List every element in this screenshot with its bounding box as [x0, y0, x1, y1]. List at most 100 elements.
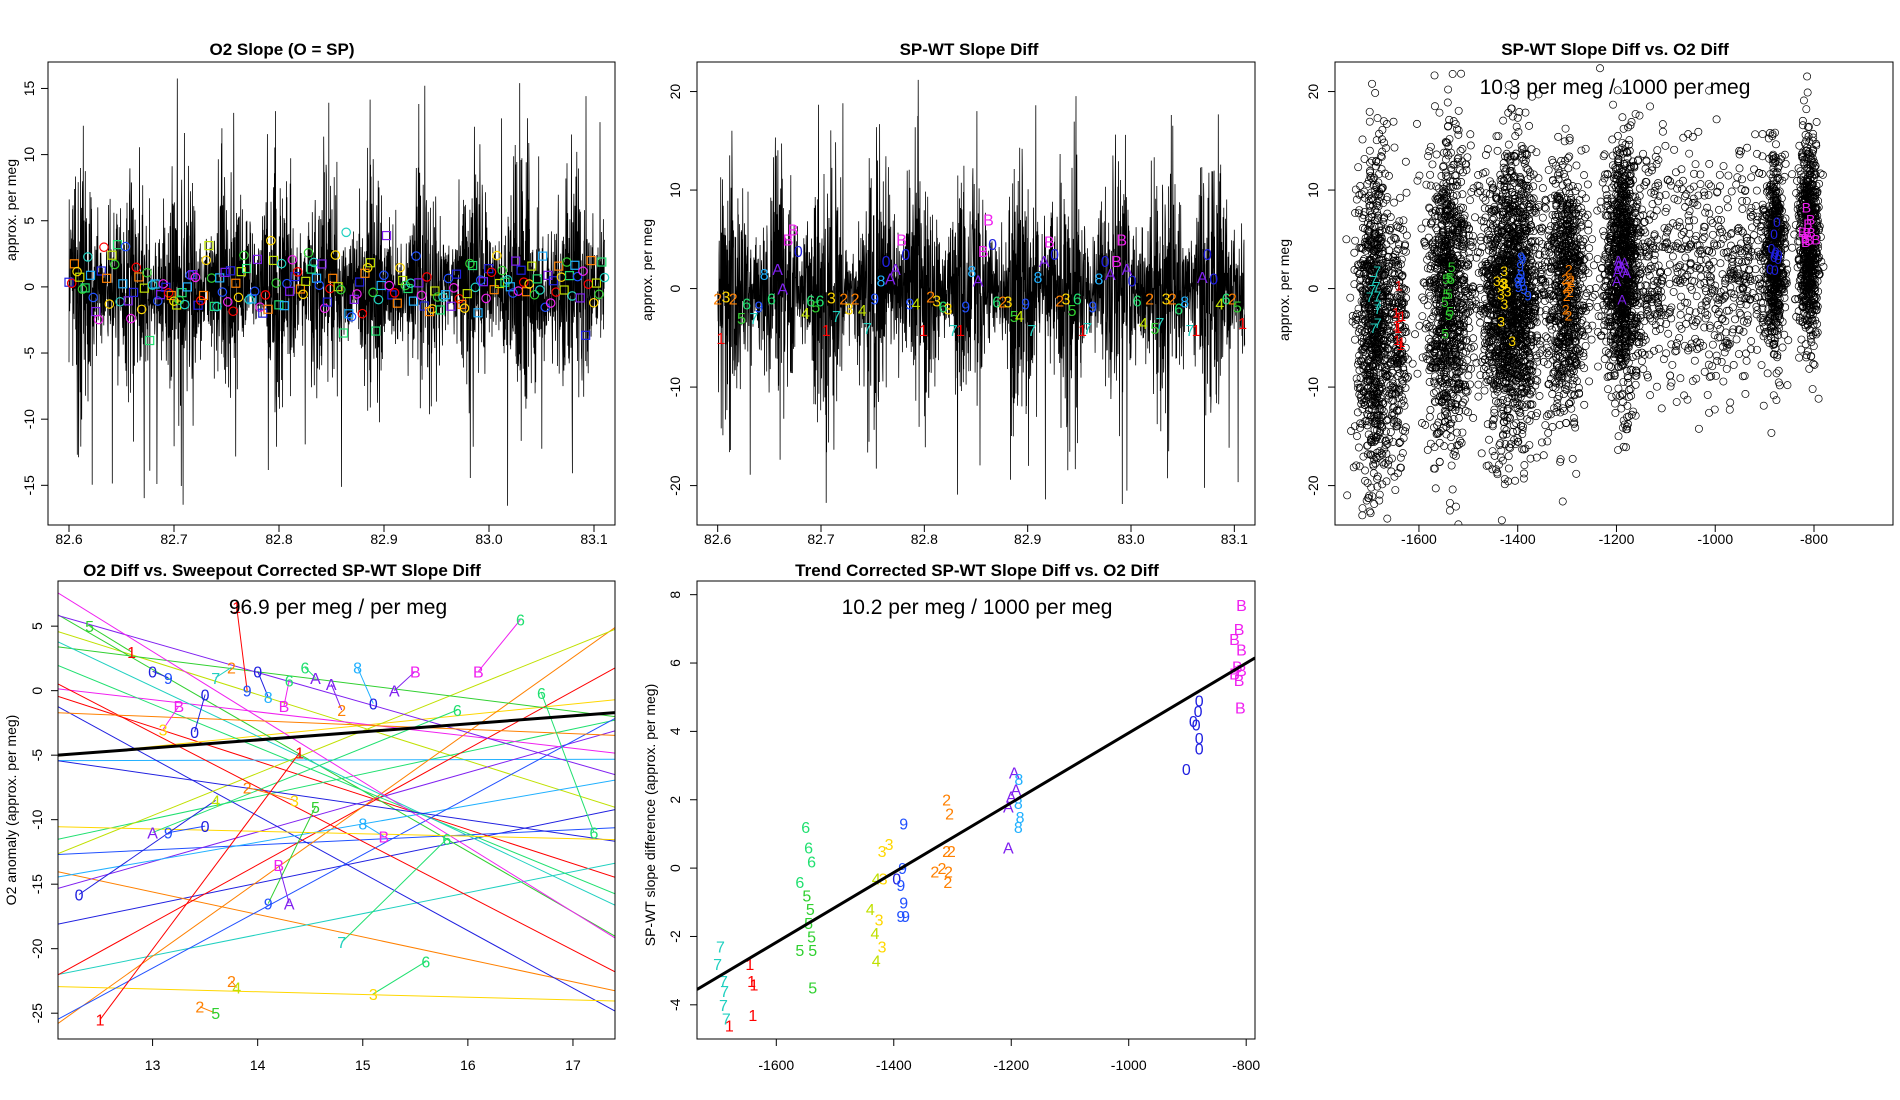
point-label: 3: [1061, 291, 1070, 308]
scatter-point: [1362, 376, 1371, 385]
circle-marker: [357, 308, 368, 319]
scatter-point: [1386, 385, 1395, 394]
panel-o2-slope: O2 Slope (O = SP) approx. per meg 82.6 82…: [3, 40, 616, 547]
circle-marker: [109, 259, 120, 270]
square-marker: [403, 283, 413, 294]
scatter-point: [1359, 344, 1368, 353]
scatter-point: [1360, 208, 1369, 217]
square-marker: [435, 305, 445, 315]
scatter-point: [1371, 359, 1380, 368]
point-label: 9: [870, 291, 879, 308]
square-marker: [204, 241, 214, 251]
scatter-point: [1368, 325, 1377, 334]
x-tick-label: 82.8: [911, 531, 938, 547]
x-tick-label: 83.0: [1117, 531, 1144, 547]
scatter-point: [1384, 252, 1392, 261]
scatter-point: [1391, 385, 1400, 394]
square-marker: [338, 328, 349, 338]
circle-marker: [588, 297, 599, 308]
scatter-point: [1362, 342, 1370, 351]
square-marker: [597, 257, 607, 267]
circle-marker: [379, 270, 389, 281]
scatter-point: [1355, 206, 1364, 215]
scatter-point: [1373, 474, 1381, 483]
scatter-point: [1367, 483, 1376, 492]
square-marker: [559, 285, 569, 295]
scatter-point: [1382, 477, 1391, 486]
scatter-point: [1377, 222, 1386, 231]
scatter-point: [1398, 347, 1407, 356]
scatter-point: [1381, 441, 1390, 450]
square-marker: [274, 300, 284, 310]
scatter-point: [1369, 363, 1378, 372]
scatter-point: [1364, 318, 1373, 327]
circle-marker: [190, 272, 201, 283]
scatter-point: [1374, 190, 1383, 199]
circle-marker: [104, 299, 115, 309]
square-marker: [581, 330, 591, 340]
circle-marker: [153, 296, 163, 306]
point-label: 7: [949, 323, 958, 340]
circle-marker: [77, 284, 88, 295]
scatter-point: [1379, 199, 1388, 208]
square-marker: [349, 294, 359, 304]
scatter-point: [1362, 496, 1371, 505]
scatter-point: [1362, 260, 1371, 269]
scatter-point: [1363, 318, 1372, 327]
scatter-point: [1375, 447, 1384, 456]
point-label: 2: [839, 291, 848, 308]
scatter-point: [1379, 399, 1388, 408]
square-marker: [252, 254, 262, 264]
square-marker: [468, 260, 478, 271]
scatter-point: [1354, 209, 1363, 218]
circle-marker: [518, 277, 529, 287]
scatter-point: [1382, 144, 1390, 153]
scatter-point: [1369, 396, 1378, 405]
square-marker: [268, 255, 279, 266]
point-label: A: [1039, 254, 1050, 271]
y-tick-label: -15: [21, 475, 37, 495]
scatter-point: [1365, 146, 1374, 155]
square-marker: [279, 301, 289, 311]
scatter-point: [1381, 459, 1390, 468]
clipped-marks: 2132567986AABB0465613723247980AAB0941236…: [713, 79, 1247, 505]
circle-marker: [438, 292, 448, 302]
square-marker: [441, 290, 451, 300]
scatter-point: [1363, 450, 1372, 459]
scatter-point: [1391, 258, 1400, 267]
circle-marker: [459, 303, 470, 313]
scatter-point: [1366, 272, 1375, 281]
point-label: 0: [882, 254, 891, 271]
square-marker: [371, 326, 381, 336]
circle-marker: [449, 283, 459, 293]
scatter-point: [1369, 252, 1378, 261]
scatter-point: [1376, 278, 1385, 287]
square-marker: [554, 261, 564, 271]
square-marker: [182, 282, 193, 292]
point-label: 1: [956, 323, 965, 340]
point-label: 9: [755, 299, 764, 316]
square-marker: [295, 284, 306, 294]
x-tick-label: 82.6: [704, 531, 731, 547]
point-label: 7: [749, 311, 758, 328]
square-marker: [424, 307, 435, 317]
point-label: 4: [912, 296, 921, 313]
circle-marker: [66, 278, 77, 289]
square-marker: [591, 278, 602, 288]
point-label: 0: [1101, 254, 1110, 271]
x-tick-label: 82.7: [160, 531, 187, 547]
point-label: 2: [851, 291, 860, 308]
square-marker: [392, 298, 402, 308]
square-marker: [344, 309, 354, 319]
circle-marker: [72, 266, 82, 277]
circle-marker: [502, 275, 513, 285]
scatter-point: [1360, 305, 1369, 314]
circle-marker: [266, 235, 276, 246]
scatter-point: [1401, 157, 1410, 166]
scatter-point: [1368, 318, 1377, 326]
scatter-point: [1367, 282, 1376, 291]
scatter-point: [1384, 415, 1393, 424]
scatter-point: [1393, 360, 1402, 369]
scatter-point: [1354, 443, 1363, 452]
scatter-point: [1388, 408, 1397, 417]
